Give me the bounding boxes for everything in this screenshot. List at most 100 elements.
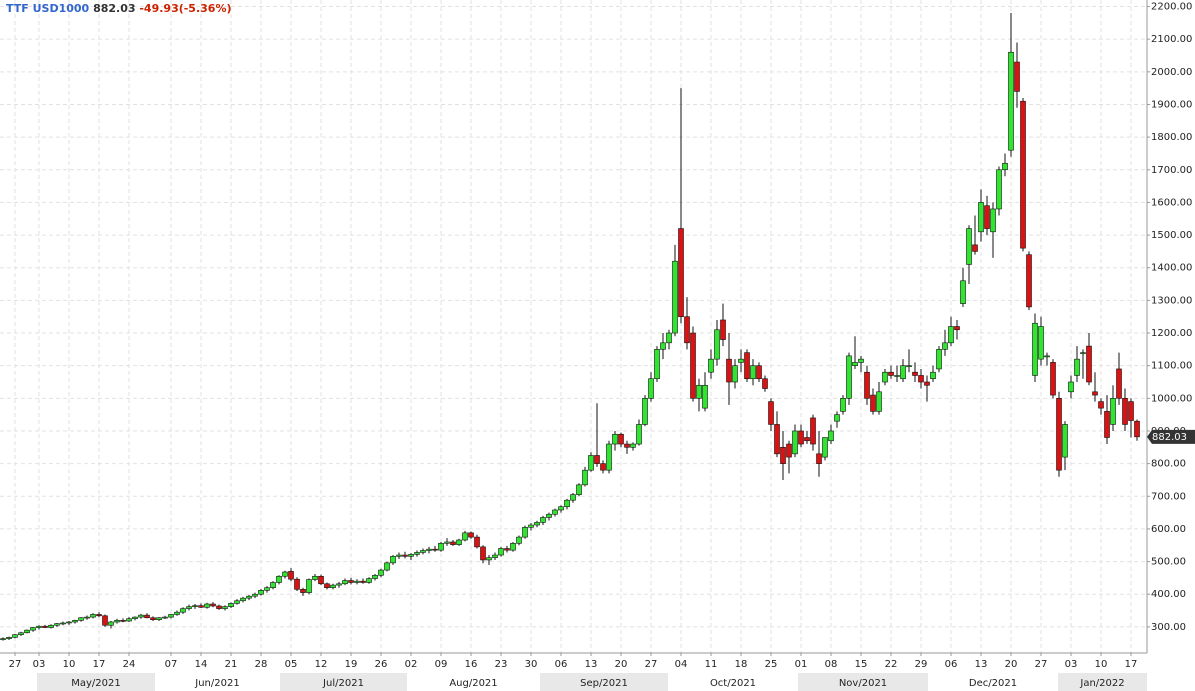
y-tick-label: 400.00 [1151, 589, 1186, 600]
month-label: Oct/2021 [710, 678, 756, 689]
candle-body [834, 414, 840, 422]
candle-body [1062, 424, 1068, 458]
candle-body [786, 443, 792, 458]
candle-body [168, 614, 174, 618]
candle-body [912, 371, 918, 376]
candle-body [1080, 352, 1086, 354]
candle-body [732, 365, 738, 383]
x-tick-label: 07 [165, 659, 178, 670]
x-tick-label: 03 [1065, 659, 1078, 670]
price-marker [1147, 429, 1195, 444]
candle-body [924, 381, 930, 386]
candle-body [978, 202, 984, 233]
candle-body [612, 433, 618, 445]
candle-body [1044, 355, 1050, 358]
candle-body [780, 447, 786, 464]
candle-body [1104, 411, 1110, 438]
x-tick-label: 05 [285, 659, 298, 670]
candle-body [366, 578, 372, 583]
candle-body [498, 548, 504, 556]
candle-body [762, 378, 768, 389]
x-tick-label: 10 [63, 659, 76, 670]
candle-body [480, 546, 486, 561]
candle-body [588, 455, 594, 471]
last-price: 882.03 [93, 2, 135, 15]
x-tick-label: 16 [465, 659, 478, 670]
candle-body [462, 532, 468, 541]
candle-body [24, 629, 30, 634]
candle-body [822, 437, 828, 458]
candle-body [546, 513, 552, 518]
x-tick-label: 19 [345, 659, 358, 670]
y-tick-label: 500.00 [1151, 557, 1186, 568]
candle-body [18, 632, 24, 636]
candle-body [918, 375, 924, 383]
candle-body [48, 624, 54, 628]
x-tick-label: 06 [555, 659, 568, 670]
candle-body [96, 614, 102, 617]
candle-body [624, 443, 630, 448]
x-tick-label: 21 [225, 659, 238, 670]
candle-body [708, 358, 714, 373]
candle-body [246, 595, 252, 599]
candle-body [198, 605, 204, 608]
candle-body [216, 605, 222, 609]
y-tick-label: 2000.00 [1151, 67, 1192, 78]
candle-body [426, 548, 432, 551]
candle-body [60, 622, 66, 625]
candle-body [114, 620, 120, 623]
candle-body [552, 509, 558, 515]
candle-body [132, 616, 138, 620]
candle-body [1116, 368, 1122, 399]
candle-body [228, 603, 234, 607]
month-label: Jan/2022 [1079, 678, 1124, 689]
candle-body [372, 574, 378, 579]
candle-body [312, 575, 318, 580]
candle-body [192, 605, 198, 607]
candle-body [726, 358, 732, 383]
candle-body [102, 615, 108, 626]
candle-body [78, 617, 84, 621]
candle-body [582, 469, 588, 486]
x-tick-label: 17 [93, 659, 106, 670]
candle-body [414, 552, 420, 555]
candle-body [186, 606, 192, 609]
candle-body [1038, 326, 1044, 360]
x-tick-label: 23 [495, 659, 508, 670]
candle-body [564, 499, 570, 508]
month-cell [155, 673, 280, 691]
month-cell [407, 673, 540, 691]
x-tick-label: 20 [1005, 659, 1018, 670]
candle-body [210, 603, 216, 607]
candle-body [528, 524, 534, 528]
y-tick-label: 1600.00 [1151, 197, 1192, 208]
month-band: May/2021 Jun/2021 Jul/2021 Aug/2021 Sep/2021… [37, 673, 1147, 691]
candle-body [1056, 398, 1062, 471]
candle-body [138, 614, 144, 618]
y-tick-label: 1000.00 [1151, 393, 1192, 404]
x-tick-label: 01 [795, 659, 808, 670]
candle-body [810, 417, 816, 445]
candle-body [966, 228, 972, 265]
candle-body [618, 433, 624, 445]
candle-body [1122, 398, 1128, 425]
candle-body [744, 352, 750, 380]
candle-body [738, 358, 744, 363]
candle-body [264, 587, 270, 591]
x-tick-label: 28 [255, 659, 268, 670]
y-tick-label: 1500.00 [1151, 230, 1192, 241]
month-cell [928, 673, 1058, 691]
candle-body [846, 355, 852, 399]
y-tick-label: 600.00 [1151, 524, 1186, 535]
candle-body [828, 430, 834, 442]
month-label: Sep/2021 [580, 678, 628, 689]
candle-body [1098, 401, 1104, 409]
y-tick-label: 800.00 [1151, 459, 1186, 470]
candle-body [504, 548, 510, 551]
candle-body [972, 244, 978, 252]
candle-body [648, 378, 654, 399]
candle-body [396, 554, 402, 557]
candle-body [558, 506, 564, 511]
candle-body [6, 637, 12, 639]
month-label: Dec/2021 [969, 678, 1017, 689]
